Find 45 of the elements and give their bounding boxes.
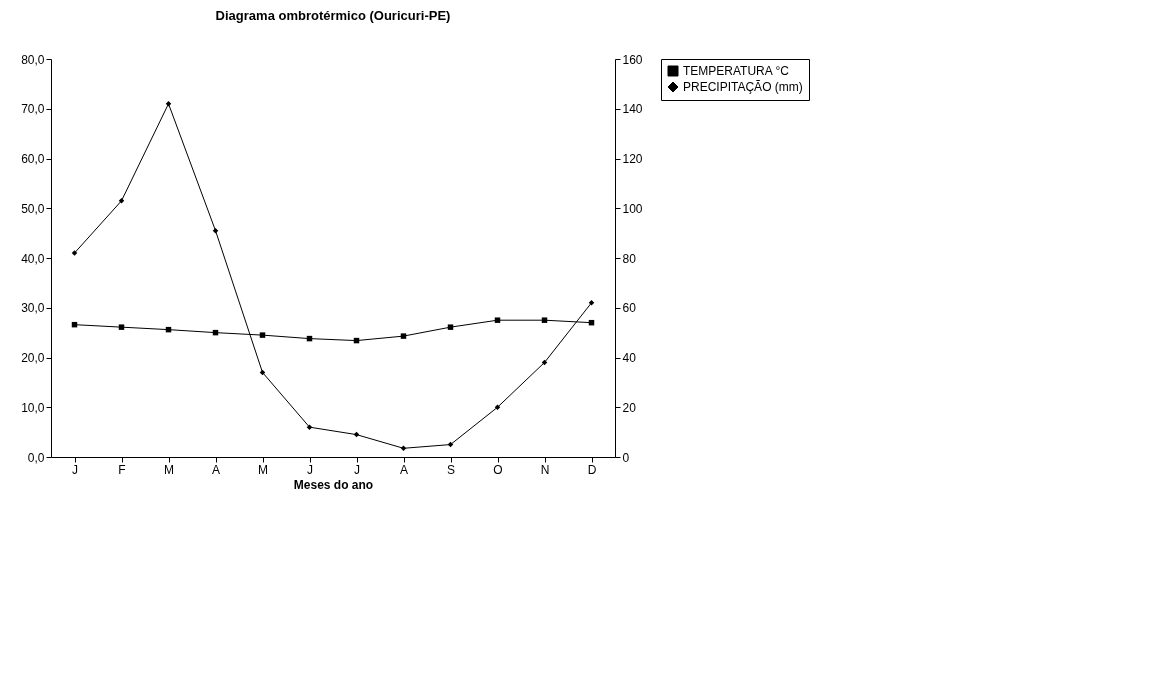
y-tick-label: 80,0 — [21, 52, 45, 67]
x-tick-label: O — [493, 462, 503, 477]
y-tick-label: 40,0 — [21, 251, 45, 266]
y-tick-label: 70,0 — [21, 102, 45, 117]
point — [588, 300, 595, 306]
y-tick-label: 30,0 — [21, 301, 45, 316]
point — [494, 317, 501, 323]
y-tick-label: 10,0 — [21, 400, 45, 415]
x-tick-label: F — [118, 462, 126, 477]
y2-tick-label: 80 — [622, 251, 637, 266]
y2-tick-label: 60 — [622, 301, 637, 316]
point — [447, 324, 454, 330]
x-axis-title: Meses do ano — [293, 477, 374, 492]
point — [259, 332, 266, 338]
y-tick-label: 60,0 — [21, 152, 45, 166]
y-tick-label: 0,0 — [27, 450, 45, 465]
legend-label: TEMPERATURA °C — [683, 64, 790, 78]
y2-tick-label: 160 — [622, 52, 643, 67]
point — [118, 324, 125, 330]
chart-title: Diagrama ombrotérmico (Ouricuri-PE) — [215, 8, 451, 23]
y2-tick-label: 120 — [622, 152, 643, 166]
x-tick-label: J — [307, 462, 313, 477]
point — [306, 424, 313, 430]
point — [541, 317, 548, 323]
point — [400, 333, 407, 339]
x-tick-label: J — [72, 462, 78, 477]
x-tick-label: A — [211, 462, 221, 477]
x-tick-label: M — [164, 462, 174, 477]
x-tick-label: A — [399, 462, 409, 477]
y2-tick-label: 40 — [622, 351, 637, 365]
y2-tick-label: 140 — [622, 102, 643, 117]
x-tick-label: S — [446, 462, 456, 477]
x-tick-label: J — [354, 462, 360, 477]
point — [165, 101, 172, 107]
y2-tick-label: 20 — [622, 400, 637, 415]
x-tick-label: M — [258, 462, 268, 477]
x-tick-label: D — [587, 462, 597, 477]
y2-tick-label: 0 — [622, 450, 630, 465]
y-tick-label: 20,0 — [21, 351, 45, 365]
point — [71, 250, 78, 256]
legend-label: PRECIPITAÇÃO (mm) — [683, 80, 803, 94]
x-tick-label: N — [540, 462, 550, 477]
y2-tick-label: 100 — [622, 201, 643, 216]
point — [118, 198, 125, 204]
y-tick-label: 50,0 — [21, 201, 45, 216]
